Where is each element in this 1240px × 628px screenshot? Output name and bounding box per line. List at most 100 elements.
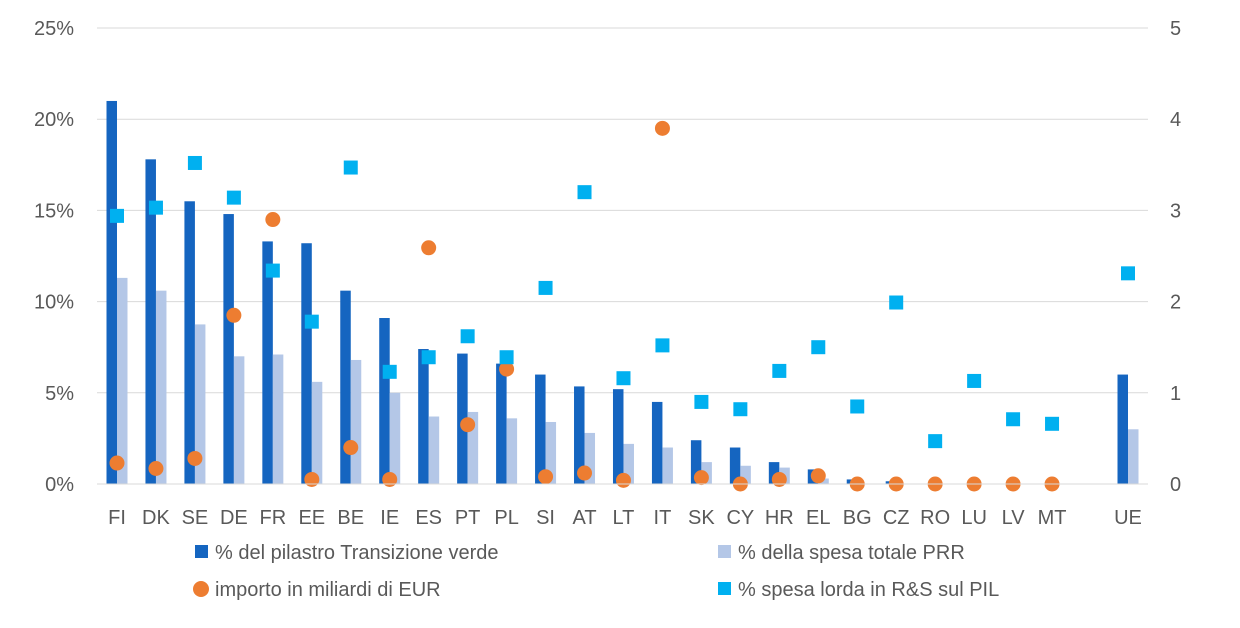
point-rd-gdp: [772, 363, 787, 378]
point-amount-eur: [304, 471, 320, 487]
bar-prr-spending: [155, 290, 167, 484]
bar-green-pillar: [145, 159, 156, 484]
point-amount-eur: [577, 465, 593, 481]
x-tick-label: SI: [536, 507, 555, 529]
bars: [106, 100, 1139, 485]
x-tick-label: LU: [961, 507, 987, 529]
x-tick-label: CZ: [883, 507, 910, 529]
bar-prr-spending: [1128, 429, 1139, 484]
bar-green-pillar: [418, 349, 429, 484]
point-rd-gdp: [187, 155, 202, 170]
x-tick-label: IT: [654, 507, 672, 529]
bar-prr-spending: [428, 416, 440, 484]
x-tick-label: FI: [108, 507, 126, 529]
point-rd-gdp: [928, 434, 943, 449]
point-rd-gdp: [616, 371, 631, 386]
point-rd-gdp: [694, 394, 709, 409]
bar-prr-spending: [194, 324, 206, 484]
point-amount-eur: [693, 470, 709, 486]
bar-green-pillar: [690, 440, 702, 484]
bar-green-pillar: [729, 447, 741, 484]
gridlines: [97, 27, 1148, 394]
bar-green-pillar: [106, 100, 117, 485]
bar-green-pillar: [340, 290, 351, 484]
bar-green-pillar: [262, 241, 273, 484]
point-rd-gdp: [811, 340, 826, 355]
legend-marker-prr-spending: [718, 545, 731, 558]
point-rd-gdp: [889, 295, 904, 310]
point-rd-gdp: [110, 208, 124, 223]
point-amount-eur: [226, 307, 242, 323]
bar-green-pillar: [768, 462, 780, 484]
bar-prr-spending: [623, 443, 634, 484]
bar-prr-spending: [350, 359, 362, 484]
x-tick-label: SE: [182, 507, 209, 529]
point-rd-gdp: [1121, 266, 1135, 281]
point-amount-eur: [810, 468, 826, 484]
point-amount-eur: [538, 469, 554, 485]
legend: % del pilastro Transizione verde % della…: [193, 542, 999, 601]
bar-prr-spending: [584, 432, 596, 484]
x-tick-label: LT: [613, 507, 635, 529]
bar-prr-spending: [506, 418, 518, 484]
y-right-tick-label: 3: [1170, 200, 1181, 222]
bar-prr-spending: [662, 447, 673, 484]
bar-green-pillar: [1117, 374, 1128, 484]
point-rd-gdp: [499, 350, 514, 365]
x-tick-label: IE: [380, 507, 399, 529]
point-rd-gdp: [343, 160, 358, 175]
point-amount-eur: [654, 120, 670, 136]
x-tick-label: PL: [494, 507, 518, 529]
point-amount-eur: [343, 440, 359, 456]
bar-green-pillar: [223, 214, 234, 484]
x-tick-label: EL: [806, 507, 830, 529]
bar-green-pillar: [379, 318, 390, 484]
bar-prr-spending: [740, 465, 751, 484]
point-rd-gdp: [421, 350, 436, 365]
y-right-tick-label: 5: [1170, 18, 1181, 40]
bar-prr-spending: [233, 356, 245, 484]
x-tick-label: EE: [298, 507, 325, 529]
point-amount-eur: [615, 472, 631, 488]
x-tick-label: DE: [220, 507, 248, 529]
legend-label-green-pillar: % del pilastro Transizione verde: [215, 542, 498, 564]
x-tick-label: PT: [455, 507, 481, 529]
point-amount-eur: [771, 471, 787, 487]
legend-marker-green-pillar: [195, 545, 208, 558]
x-tick-label: BG: [843, 507, 872, 529]
point-amount-eur: [499, 361, 515, 377]
bar-green-pillar: [301, 243, 312, 484]
legend-label-amount-eur: importo in miliardi di EUR: [215, 579, 441, 601]
x-tick-label: LV: [1002, 507, 1026, 529]
bar-green-pillar: [651, 401, 663, 484]
point-rd-gdp: [538, 280, 553, 295]
point-amount-eur: [148, 460, 164, 476]
x-tick-label: AT: [572, 507, 596, 529]
point-rd-gdp: [733, 402, 748, 417]
point-amount-eur: [421, 240, 437, 256]
point-amount-eur: [382, 471, 398, 487]
bar-prr-spending: [545, 421, 557, 484]
y-right-tick-label: 1: [1170, 383, 1181, 405]
point-rd-gdp: [1045, 416, 1060, 431]
y-left-tick-label: 15%: [34, 200, 74, 222]
x-tick-label: SK: [688, 507, 715, 529]
point-rd-gdp: [655, 338, 670, 353]
x-tick-label: DK: [142, 507, 170, 529]
bar-prr-spending: [117, 277, 128, 484]
bar-green-pillar: [574, 386, 585, 484]
y-left-tick-label: 10%: [34, 292, 74, 314]
bar-green-pillar: [496, 363, 507, 484]
point-rd-gdp: [1006, 412, 1021, 427]
bar-green-pillar: [535, 374, 546, 484]
x-tick-label: BE: [337, 507, 364, 529]
bar-green-pillar: [457, 353, 468, 484]
x-tick-label: RO: [920, 507, 950, 529]
point-amount-eur: [265, 212, 281, 228]
point-rd-gdp: [148, 200, 163, 215]
point-rd-gdp: [850, 399, 865, 414]
point-amount-eur: [187, 450, 203, 466]
x-tick-label: UE: [1114, 507, 1142, 529]
y-right-tick-label: 4: [1170, 109, 1181, 131]
